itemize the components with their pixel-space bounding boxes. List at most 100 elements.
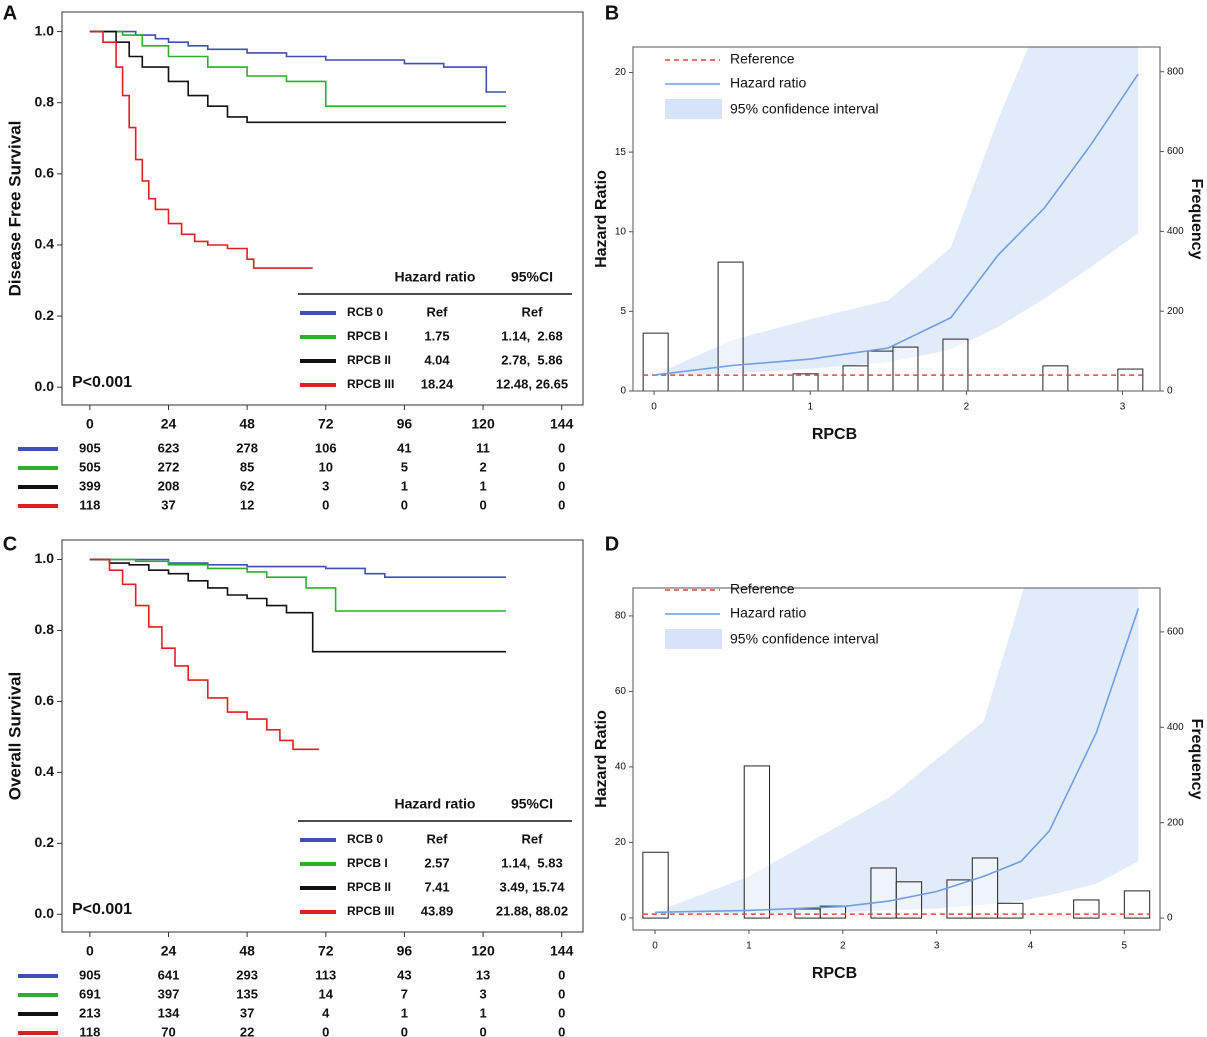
- at-risk-count: 0: [479, 497, 486, 512]
- at-risk-count: 0: [322, 1024, 329, 1037]
- at-risk-count: 37: [161, 497, 175, 512]
- histogram-bar: [997, 902, 1024, 919]
- confidence-interval: Ref: [522, 304, 544, 319]
- histogram-bar: [971, 857, 999, 919]
- at-risk-count: 905: [79, 440, 101, 455]
- y-tick-label: 40: [615, 762, 627, 773]
- y2-tick-label: 600: [1167, 146, 1184, 157]
- confidence-interval: 2.78, 5.86: [501, 352, 562, 367]
- y2-axis-label: Frequency: [1188, 719, 1205, 800]
- y2-tick-label: 200: [1167, 306, 1184, 317]
- at-risk-count: 505: [79, 459, 101, 474]
- table-header: 95%CI: [511, 796, 553, 812]
- y-tick-label: 0: [620, 386, 626, 397]
- at-risk-count: 113: [315, 967, 336, 982]
- x-tick-label: 24: [161, 943, 177, 959]
- at-risk-count: 13: [476, 967, 490, 982]
- y-tick-label: 20: [615, 837, 627, 848]
- legend-label: 95% confidence interval: [730, 101, 879, 117]
- legend-label: RPCB III: [347, 377, 394, 391]
- at-risk-count: 0: [558, 967, 565, 982]
- at-risk-count: 135: [236, 986, 258, 1001]
- confidence-interval: 12.48, 26.65: [496, 376, 568, 391]
- p-value: P<0.001: [72, 901, 132, 918]
- at-risk-count: 1: [401, 1005, 408, 1020]
- at-risk-count: 399: [79, 478, 101, 493]
- y-tick-label: 60: [615, 686, 627, 697]
- x-tick-label: 24: [161, 416, 177, 432]
- at-risk-count: 397: [158, 986, 180, 1001]
- x-tick-label: 3: [1120, 402, 1126, 413]
- y-tick-label: 15: [615, 147, 627, 158]
- histogram-bar: [1042, 365, 1069, 391]
- x-tick-label: 1: [746, 941, 752, 952]
- x-tick-label: 2: [964, 402, 970, 413]
- y-tick-label: 0.4: [35, 236, 55, 252]
- at-risk-count: 0: [479, 1024, 486, 1037]
- at-risk-count: 905: [79, 967, 101, 982]
- panel-letter: B: [605, 2, 619, 24]
- histogram-bar: [842, 365, 869, 391]
- legend-label: RPCB I: [347, 329, 388, 343]
- y-tick-label: 0.0: [35, 905, 55, 921]
- x-tick-label: 96: [397, 943, 413, 959]
- legend-label: RPCB III: [347, 904, 394, 918]
- at-risk-count: 1: [479, 1005, 486, 1020]
- histogram-bar: [792, 373, 819, 391]
- confidence-interval: 21.88, 88.02: [496, 903, 568, 918]
- at-risk-count: 0: [558, 478, 565, 493]
- x-tick-label: 0: [86, 943, 94, 959]
- y-tick-label: 20: [615, 67, 627, 78]
- hazard-ratio: 18.24: [421, 376, 454, 391]
- at-risk-count: 278: [236, 440, 258, 455]
- at-risk-count: 691: [79, 986, 101, 1001]
- y-tick-label: 5: [620, 306, 626, 317]
- x-tick-label: 0: [86, 416, 94, 432]
- y-tick-label: 0.6: [35, 692, 55, 708]
- plot-frame: [61, 539, 584, 933]
- at-risk-count: 22: [240, 1024, 254, 1037]
- at-risk-count: 0: [558, 986, 565, 1001]
- confidence-interval: 1.14, 5.83: [501, 855, 562, 870]
- x-tick-label: 5: [1122, 941, 1128, 952]
- hazard-ratio: 1.75: [424, 328, 449, 343]
- survival-curve: [89, 30, 506, 107]
- x-tick-label: 144: [550, 943, 574, 959]
- y-tick-label: 0: [620, 913, 626, 924]
- plot-area: [642, 47, 1144, 391]
- survival-curve: [89, 558, 506, 653]
- at-risk-count: 70: [161, 1024, 175, 1037]
- histogram-bar: [870, 867, 897, 919]
- histogram-bar: [867, 350, 894, 391]
- at-risk-count: 0: [558, 440, 565, 455]
- at-risk-count: 1: [401, 478, 408, 493]
- at-risk-count: 11: [476, 440, 490, 455]
- at-risk-count: 0: [558, 497, 565, 512]
- confidence-interval: 1.14, 2.68: [501, 328, 562, 343]
- at-risk-count: 208: [158, 478, 180, 493]
- at-risk-count: 37: [240, 1005, 254, 1020]
- y-axis-label: Overall Survival: [5, 672, 24, 801]
- at-risk-count: 41: [397, 440, 411, 455]
- survival-curve: [89, 558, 320, 751]
- confidence-band: [654, 47, 1139, 376]
- at-risk-count: 85: [240, 459, 254, 474]
- survival-curve: [89, 30, 506, 124]
- table-header: 95%CI: [511, 269, 553, 285]
- panel-letter: D: [605, 533, 619, 555]
- y-tick-label: 0.8: [35, 621, 55, 637]
- legend-label: RCB 0: [347, 832, 383, 846]
- at-risk-count: 10: [319, 459, 333, 474]
- at-risk-count: 5: [401, 459, 408, 474]
- at-risk-count: 4: [322, 1005, 330, 1020]
- survival-curve: [89, 558, 506, 612]
- at-risk-count: 0: [401, 497, 408, 512]
- at-risk-count: 43: [397, 967, 411, 982]
- y-tick-label: 0.2: [35, 307, 55, 323]
- at-risk-count: 641: [158, 967, 180, 982]
- at-risk-count: 213: [79, 1005, 101, 1020]
- y-axis-label: Hazard Ratio: [593, 710, 610, 808]
- table-header: Hazard ratio: [395, 269, 476, 285]
- y2-tick-label: 200: [1167, 817, 1184, 828]
